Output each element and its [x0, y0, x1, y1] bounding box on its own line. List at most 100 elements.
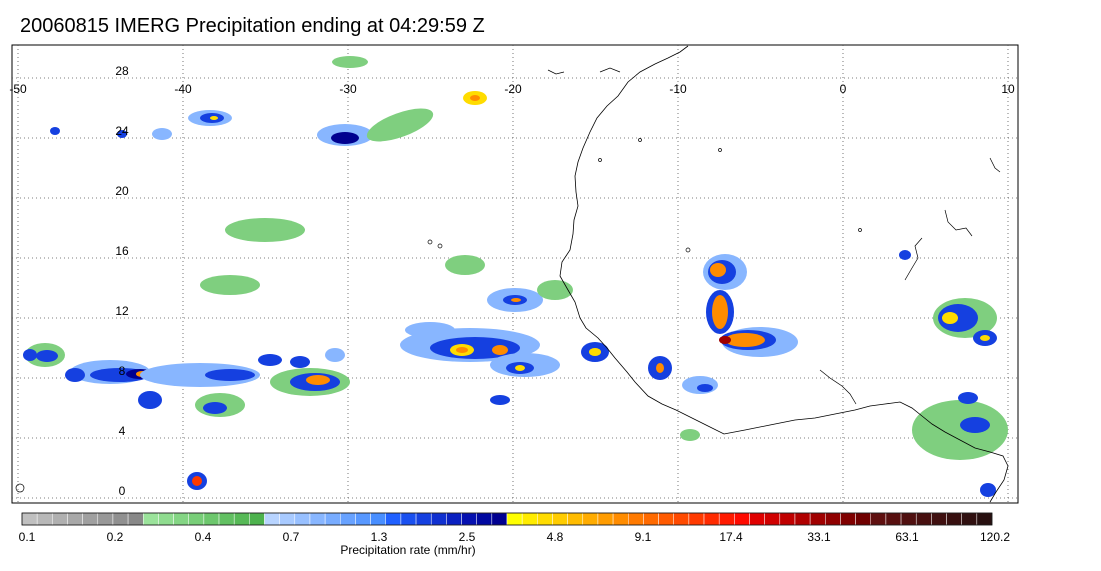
colorbar-swatch	[961, 512, 978, 526]
colorbar-swatch	[552, 512, 568, 526]
precip-cell	[331, 132, 359, 144]
coastline	[559, 45, 1009, 503]
colorbar-label: 4.8	[546, 530, 564, 544]
lon-tick-label: 0	[840, 82, 847, 96]
lat-tick-label: 24	[115, 124, 129, 138]
colorbar-swatch	[491, 512, 508, 526]
precip-cell	[445, 255, 485, 275]
colorbar-swatch	[203, 512, 220, 526]
longitude-labels: -50 -40 -30 -20 -10 0 10	[9, 82, 1015, 96]
colorbar-swatch	[628, 512, 644, 526]
precip-cell	[258, 354, 282, 366]
colorbar-swatch	[900, 512, 917, 526]
precip-cell	[117, 130, 127, 138]
colorbar-swatch	[931, 512, 947, 526]
precip-cell	[200, 275, 260, 295]
precip-cell	[725, 333, 765, 347]
colorbar-swatch	[264, 512, 280, 526]
colorbar-label: 9.1	[634, 530, 652, 544]
precip-cell	[537, 280, 573, 300]
colorbar-swatch	[794, 512, 811, 526]
precip-cell	[515, 365, 525, 371]
colorbar-swatch	[915, 512, 932, 526]
colorbar-swatch	[143, 512, 159, 526]
precip-cell	[960, 417, 990, 433]
precip-cell	[138, 391, 162, 409]
lat-tick-label: 0	[119, 484, 126, 498]
colorbar-swatch	[82, 512, 99, 526]
colorbar-swatch	[809, 512, 826, 526]
colorbar-swatch	[415, 512, 432, 526]
precip-cell	[980, 483, 996, 497]
precip-cell	[710, 263, 726, 277]
precip-cell	[405, 322, 455, 338]
precip-cell	[719, 336, 731, 344]
precip-cell	[697, 384, 713, 392]
colorbar-swatch	[840, 512, 856, 526]
colorbar-swatch	[112, 512, 129, 526]
colorbar-swatch	[567, 512, 584, 526]
precip-cell	[23, 349, 37, 361]
lon-tick-label: -50	[9, 82, 27, 96]
colorbar-label: 0.1	[18, 530, 36, 544]
lat-tick-label: 16	[115, 244, 129, 258]
precip-cell	[306, 375, 330, 385]
precip-cell	[332, 56, 368, 68]
colorbar-swatch	[249, 512, 265, 526]
colorbar-swatch	[673, 512, 690, 526]
colorbar-swatch	[885, 512, 902, 526]
colorbar-swatch	[127, 512, 144, 526]
colorbar-swatch	[385, 512, 402, 526]
precip-cell	[680, 429, 700, 441]
colorbar-swatch	[658, 512, 674, 526]
colorbar-swatch	[309, 512, 326, 526]
colorbar-label: 1.3	[370, 530, 388, 544]
precip-cell	[225, 218, 305, 242]
precip-cell	[980, 335, 990, 341]
colorbar-swatch	[688, 512, 705, 526]
colorbar-swatch	[430, 512, 447, 526]
precip-cell	[325, 348, 345, 362]
colorbar-swatch	[446, 512, 462, 526]
colorbar-label: 0.4	[194, 530, 212, 544]
colorbar-swatch	[718, 512, 735, 526]
colorbar-swatch	[612, 512, 629, 526]
precip-cell	[912, 400, 1008, 460]
latitude-labels: 28 24 20 16 12 8 4 0	[115, 64, 129, 498]
colorbar-swatch	[52, 512, 68, 526]
precip-cell	[366, 108, 434, 142]
precip-cell	[203, 402, 227, 414]
lon-tick-label: -10	[669, 82, 687, 96]
colorbar-swatch	[279, 512, 296, 526]
colorbar-swatch	[582, 512, 599, 526]
colorbar-label: 2.5	[458, 530, 476, 544]
precip-cell	[589, 348, 601, 356]
colorbar-swatch	[188, 512, 205, 526]
lon-tick-label: -30	[339, 82, 357, 96]
colorbar-swatch	[370, 512, 386, 526]
precip-cell	[712, 295, 728, 329]
colorbar-label: 120.2	[979, 530, 1011, 544]
lon-tick-label: -40	[174, 82, 192, 96]
colorbar-swatch	[825, 512, 841, 526]
precip-cell	[290, 356, 310, 368]
colorbar-label: 0.7	[282, 530, 300, 544]
lat-tick-label: 8	[119, 364, 126, 378]
colorbar-swatch	[643, 512, 659, 526]
precip-cell	[65, 368, 85, 382]
precip-cell	[36, 350, 58, 362]
colorbar-swatch	[355, 512, 371, 526]
colorbar-swatch	[476, 512, 493, 526]
island-outlines	[15, 138, 862, 493]
graticule	[12, 45, 1018, 503]
colorbar-swatch	[764, 512, 781, 526]
lat-tick-label: 4	[119, 424, 126, 438]
colorbar-swatch	[506, 512, 523, 526]
lon-tick-label: 10	[1001, 82, 1015, 96]
colorbar-label: 0.2	[106, 530, 124, 544]
precip-cell	[511, 298, 521, 302]
precip-cell	[210, 116, 218, 120]
colorbar-title: Precipitation rate (mm/hr)	[340, 543, 476, 557]
colorbar-swatch	[324, 512, 341, 526]
colorbar-swatch	[749, 512, 765, 526]
